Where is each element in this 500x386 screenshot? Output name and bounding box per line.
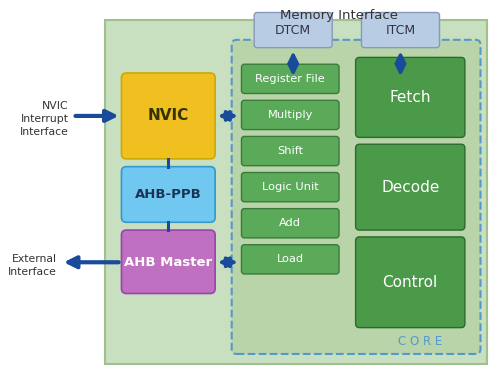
Text: Register File: Register File [256,74,325,84]
FancyBboxPatch shape [122,167,215,222]
FancyBboxPatch shape [242,208,339,238]
FancyBboxPatch shape [122,73,215,159]
Text: C O R E: C O R E [398,335,442,348]
FancyBboxPatch shape [254,12,332,47]
Text: Add: Add [279,218,301,228]
Text: NVIC: NVIC [148,108,189,124]
Text: DTCM: DTCM [275,24,311,37]
FancyBboxPatch shape [242,136,339,166]
Text: Multiply: Multiply [268,110,313,120]
Text: Shift: Shift [277,146,303,156]
Text: Control: Control [382,275,438,290]
Text: Memory Interface: Memory Interface [280,8,398,22]
Text: Logic Unit: Logic Unit [262,182,318,192]
FancyBboxPatch shape [242,100,339,130]
Text: Fetch: Fetch [390,90,431,105]
FancyBboxPatch shape [356,237,465,328]
Bar [105,20,488,364]
FancyBboxPatch shape [356,58,465,137]
FancyBboxPatch shape [232,40,480,354]
Text: AHB-PPB: AHB-PPB [135,188,202,201]
FancyBboxPatch shape [356,144,465,230]
Text: NVIC
Interrupt
Interface: NVIC Interrupt Interface [20,101,69,137]
FancyBboxPatch shape [242,245,339,274]
Text: External
Interface: External Interface [8,254,57,277]
FancyBboxPatch shape [122,230,215,293]
Text: ITCM: ITCM [386,24,416,37]
Text: Load: Load [276,254,304,264]
Text: Decode: Decode [381,179,440,195]
FancyBboxPatch shape [242,64,339,93]
Text: AHB Master: AHB Master [124,256,212,269]
FancyBboxPatch shape [362,12,440,47]
FancyBboxPatch shape [242,173,339,202]
